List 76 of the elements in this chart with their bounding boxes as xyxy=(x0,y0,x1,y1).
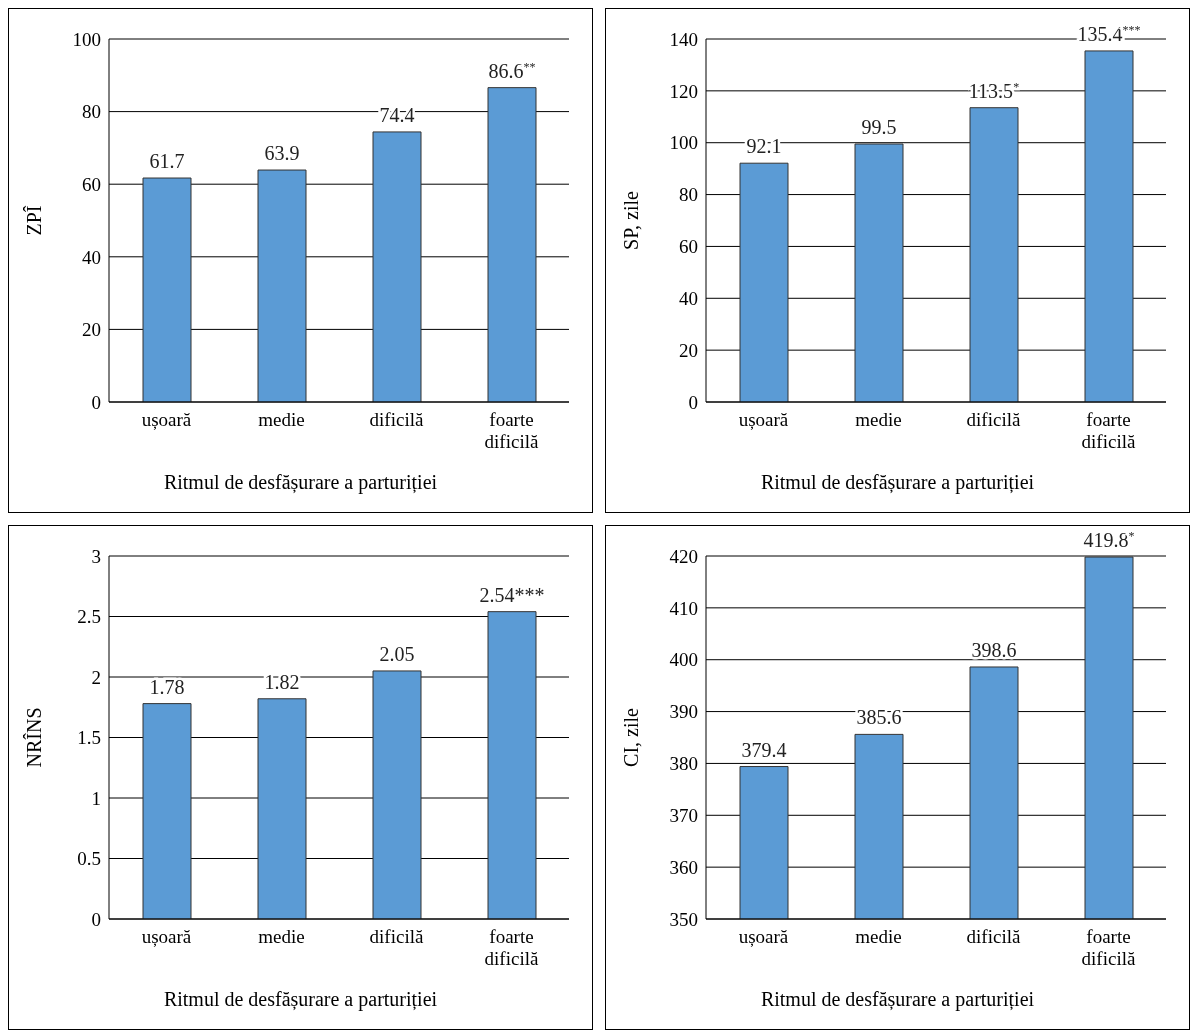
y-tick-label: 60 xyxy=(679,236,698,258)
y-tick-label: 3 xyxy=(91,545,101,567)
y-tick-label: 120 xyxy=(669,80,698,102)
y-tick-label: 390 xyxy=(669,701,698,723)
bar xyxy=(969,107,1019,402)
y-tick-label: 350 xyxy=(669,908,698,930)
data-label: 2.05 xyxy=(379,642,415,665)
x-tick-label: ușoară xyxy=(738,926,789,947)
x-tick-label: dificilă xyxy=(966,409,1021,430)
bar xyxy=(739,162,789,402)
y-tick-label: 0 xyxy=(688,391,698,413)
y-axis-title: NRÎNS xyxy=(23,707,46,768)
data-label: 2.54*** xyxy=(479,583,545,606)
x-tick-label: foarte dificilă xyxy=(484,409,539,452)
y-tick-label: 100 xyxy=(669,132,698,154)
data-label: 86.6$^{**}$ xyxy=(488,59,536,82)
data-label: 1.78 xyxy=(149,675,185,698)
x-tick-label: ușoară xyxy=(738,409,789,430)
y-tick-label: 0 xyxy=(91,908,101,930)
x-tick-label: ușoară xyxy=(141,926,192,947)
x-axis-title: Ritmul de desfășurare a parturiției xyxy=(759,471,1036,494)
y-tick-label: 2 xyxy=(91,666,101,688)
y-tick-label: 400 xyxy=(669,649,698,671)
y-tick-label: 40 xyxy=(679,288,698,310)
y-tick-label: 420 xyxy=(669,545,698,567)
y-tick-label: 60 xyxy=(82,173,101,195)
data-label: 385.6 xyxy=(856,706,902,729)
x-tick-label: medie xyxy=(855,926,902,947)
x-tick-label: ușoară xyxy=(141,409,192,430)
y-axis-title: SP, zile xyxy=(620,190,643,250)
y-axis-title: CI, zile xyxy=(620,707,643,767)
y-tick-label: 370 xyxy=(669,805,698,827)
data-label: 99.5 xyxy=(861,116,897,139)
y-tick-label: 80 xyxy=(82,101,101,123)
bar xyxy=(372,670,422,919)
y-tick-label: 0.5 xyxy=(77,848,101,870)
y-tick-label: 40 xyxy=(82,246,101,268)
x-tick-label: medie xyxy=(258,409,305,430)
x-tick-label: medie xyxy=(855,409,902,430)
data-label: 398.6 xyxy=(971,638,1017,661)
bar xyxy=(487,87,537,402)
y-tick-label: 140 xyxy=(669,28,698,50)
x-axis-title: Ritmul de desfășurare a parturiției xyxy=(162,988,439,1011)
x-tick-label: foarte dificilă xyxy=(1081,409,1136,452)
data-label: 419.8$^{*}$ xyxy=(1083,529,1135,552)
bar xyxy=(142,177,192,402)
bar xyxy=(257,169,307,402)
x-tick-label: foarte dificilă xyxy=(1081,926,1136,969)
x-tick-label: foarte dificilă xyxy=(484,926,539,969)
y-tick-label: 100 xyxy=(72,28,101,50)
y-tick-label: 360 xyxy=(669,856,698,878)
y-axis-title: ZPÎ xyxy=(23,205,46,236)
y-tick-label: 410 xyxy=(669,597,698,619)
bar xyxy=(372,131,422,402)
data-label: 61.7 xyxy=(149,150,185,173)
x-axis-title: Ritmul de desfășurare a parturiției xyxy=(759,988,1036,1011)
y-tick-label: 20 xyxy=(679,339,698,361)
y-tick-label: 1.5 xyxy=(77,727,101,749)
data-label: 379.4 xyxy=(741,738,787,761)
data-label: 63.9 xyxy=(264,142,300,165)
x-tick-label: dificilă xyxy=(369,926,424,947)
x-axis-title: Ritmul de desfășurare a parturiției xyxy=(162,471,439,494)
y-tick-label: 80 xyxy=(679,184,698,206)
y-tick-label: 0 xyxy=(91,391,101,413)
bar xyxy=(487,611,537,919)
x-tick-label: dificilă xyxy=(966,926,1021,947)
bar xyxy=(1084,50,1134,402)
y-tick-label: 1 xyxy=(91,787,101,809)
bar xyxy=(257,698,307,919)
y-tick-label: 20 xyxy=(82,319,101,341)
y-tick-label: 380 xyxy=(669,753,698,775)
y-tick-label: 2.5 xyxy=(77,606,101,628)
bar xyxy=(854,143,904,402)
x-tick-label: dificilă xyxy=(369,409,424,430)
x-tick-label: medie xyxy=(258,926,305,947)
bar xyxy=(142,703,192,919)
